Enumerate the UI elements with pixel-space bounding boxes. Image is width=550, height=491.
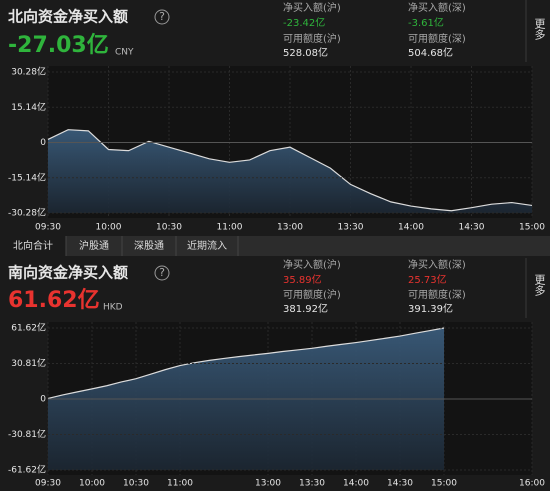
y-tick-label: -15.14亿 bbox=[8, 171, 46, 183]
x-tick-label: 13:00 bbox=[277, 223, 303, 233]
help-mark[interactable]: ? bbox=[159, 266, 165, 279]
x-tick-label: 16:00 bbox=[519, 479, 545, 489]
stat-label: 净买入额(沪) bbox=[283, 1, 341, 14]
y-tick-label: 0 bbox=[40, 138, 46, 148]
stat-label: 净买入额(沪) bbox=[283, 258, 341, 271]
x-tick-label: 13:30 bbox=[299, 479, 325, 489]
title: 北向资金净买入额 bbox=[8, 8, 128, 26]
x-tick-label: 15:00 bbox=[519, 223, 545, 233]
x-tick-label: 09:30 bbox=[35, 479, 61, 489]
help-mark[interactable]: ? bbox=[159, 10, 165, 23]
stat-label: 可用额度(沪) bbox=[283, 32, 341, 45]
net-value: -27.03亿 bbox=[8, 33, 109, 58]
south-header: 南向资金净买入额 ? 61.62亿 HKD 净买入额(沪) 35.89亿 净买入… bbox=[8, 258, 546, 318]
title: 南向资金净买入额 bbox=[8, 264, 128, 282]
stat-value: 391.39亿 bbox=[408, 302, 453, 315]
north-header: 北向资金净买入额 ? -27.03亿 CNY 净买入额(沪) -23.42亿 净… bbox=[8, 0, 546, 62]
tab[interactable]: 近期流入 bbox=[187, 239, 227, 252]
x-tick-label: 13:30 bbox=[338, 223, 364, 233]
tab[interactable]: 北向合计 bbox=[13, 239, 53, 252]
stat-label: 净买入额(深) bbox=[408, 1, 466, 14]
more-button[interactable]: 更多 bbox=[533, 18, 546, 41]
x-tick-label: 11:00 bbox=[217, 223, 243, 233]
x-tick-label: 14:30 bbox=[387, 479, 413, 489]
x-tick-label: 10:30 bbox=[156, 223, 182, 233]
y-tick-label: 30.81亿 bbox=[11, 357, 46, 369]
area bbox=[48, 129, 532, 213]
stat-value: 381.92亿 bbox=[283, 302, 328, 315]
currency: HKD bbox=[103, 303, 123, 313]
help-icon[interactable] bbox=[154, 9, 170, 25]
stat-value: -23.42亿 bbox=[283, 16, 325, 29]
x-tick-label: 10:30 bbox=[123, 479, 149, 489]
tab[interactable]: 沪股通 bbox=[79, 239, 109, 252]
x-tick-label: 13:00 bbox=[255, 479, 281, 489]
x-tick-label: 11:00 bbox=[167, 479, 193, 489]
x-tick-label: 14:00 bbox=[398, 223, 424, 233]
stat-value: 35.89亿 bbox=[283, 273, 322, 286]
stat-value: -3.61亿 bbox=[408, 16, 444, 29]
y-tick-label: -30.28亿 bbox=[8, 207, 46, 219]
stat-label: 净买入额(深) bbox=[408, 258, 466, 271]
x-tick-label: 10:00 bbox=[96, 223, 122, 233]
line bbox=[47, 129, 533, 212]
line bbox=[47, 327, 445, 400]
stat-value: 528.08亿 bbox=[283, 46, 328, 59]
stat-value: 504.68亿 bbox=[408, 46, 453, 59]
currency: CNY bbox=[115, 48, 134, 58]
y-tick-label: 30.28亿 bbox=[11, 66, 46, 78]
x-tick-label: 15:00 bbox=[431, 479, 457, 489]
y-tick-label: 0 bbox=[40, 395, 46, 405]
net-value: 61.62亿 bbox=[8, 288, 100, 313]
help-icon[interactable] bbox=[154, 265, 170, 281]
tab[interactable]: 深股通 bbox=[134, 240, 164, 252]
tab-bar: 北向合计 沪股通 深股通 近期流入 bbox=[0, 236, 550, 256]
stat-value: 25.73亿 bbox=[408, 273, 447, 286]
x-tick-label: 14:00 bbox=[343, 479, 369, 489]
y-tick-label: 61.62亿 bbox=[11, 322, 46, 334]
x-tick-label: 09:30 bbox=[35, 223, 61, 233]
x-tick-label: 14:30 bbox=[459, 223, 485, 233]
y-tick-label: -61.62亿 bbox=[8, 464, 46, 476]
active-tab-bg bbox=[0, 236, 66, 256]
stat-label: 可用额度(深) bbox=[408, 32, 466, 45]
x-tick-label: 10:00 bbox=[79, 479, 105, 489]
tab-bar-bg bbox=[0, 236, 550, 256]
stat-label: 可用额度(深) bbox=[408, 288, 466, 301]
y-tick-label: 15.14亿 bbox=[11, 101, 46, 113]
more-button[interactable]: 更多 bbox=[533, 274, 546, 297]
y-tick-label: -30.81亿 bbox=[8, 428, 46, 440]
stat-label: 可用额度(沪) bbox=[283, 288, 341, 301]
